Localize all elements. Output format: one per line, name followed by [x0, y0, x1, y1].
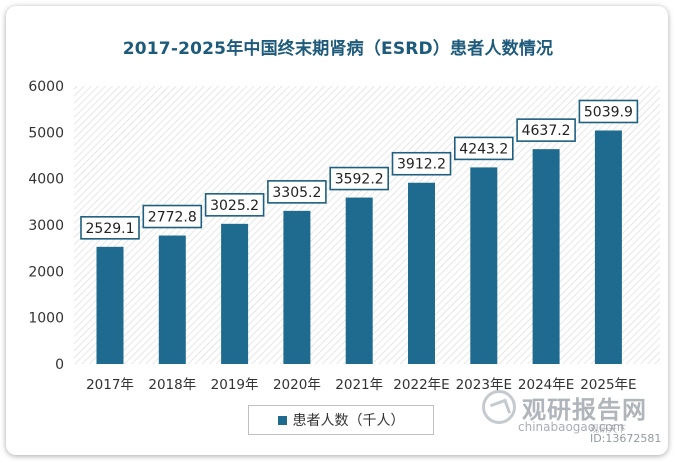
data-label-text: 5039.9: [584, 104, 633, 120]
y-tick-label: 0: [55, 357, 64, 373]
data-label-text: 4243.2: [459, 141, 508, 157]
data-label: 3025.2: [204, 193, 265, 217]
watermark-domain: chinabaogao.com: [518, 420, 625, 434]
watermark-sub: 观研天下: [590, 425, 627, 435]
y-tick-label: 3000: [28, 218, 64, 234]
data-label-text: 3592.2: [335, 172, 384, 188]
x-tick-label: 2020年: [273, 377, 321, 393]
data-label-text: 4637.2: [522, 123, 571, 139]
y-tick-label: 5000: [28, 125, 64, 141]
watermark: 观研报告网 chinabaogao.com 观研天下 ID:13672581: [478, 386, 668, 448]
data-label-text: 3305.2: [272, 185, 321, 201]
x-tick-label: 2021年: [335, 377, 383, 393]
data-label: 4637.2: [516, 118, 576, 142]
legend-swatch: [277, 415, 287, 425]
x-tick-label: 2019年: [211, 377, 259, 393]
x-tick-label: 2018年: [148, 377, 196, 393]
bar: [470, 167, 498, 364]
data-label-box: [391, 151, 452, 176]
y-tick-label: 2000: [28, 264, 64, 280]
watermark-name: 观研报告网: [522, 396, 647, 424]
bar: [532, 149, 560, 364]
x-tick-label: 2022年E: [393, 377, 449, 393]
y-tick-label: 6000: [28, 79, 64, 95]
bar: [283, 210, 311, 364]
data-label-box: [453, 136, 514, 161]
bar: [158, 235, 186, 364]
data-label: 2772.8: [142, 204, 203, 229]
data-label: 3592.2: [329, 166, 390, 191]
bar: [408, 182, 435, 364]
data-label-box: [578, 99, 639, 124]
watermark-id: ID:13672581: [590, 432, 662, 445]
bar: [345, 197, 373, 364]
data-label-box: [142, 204, 203, 229]
data-label-box: [329, 166, 390, 191]
data-label: 5039.9: [578, 99, 639, 124]
data-label-box: [204, 193, 265, 217]
chart-title: 2017-2025年中国终末期肾病（ESRD）患者人数情况: [122, 39, 554, 59]
x-tick-label: 2023年E: [456, 377, 512, 393]
data-label-box: [516, 118, 576, 142]
data-label-text: 2772.8: [148, 210, 197, 226]
data-label: 3305.2: [267, 180, 327, 204]
data-label: 4243.2: [453, 136, 514, 161]
legend: 患者人数（千人）: [248, 405, 434, 435]
data-label-box: [80, 216, 140, 240]
legend-label: 患者人数（千人）: [292, 413, 405, 429]
x-tick-label: 2017年: [86, 377, 134, 393]
bar: [594, 130, 622, 364]
watermark-logo-icon: [482, 390, 516, 424]
bar: [221, 223, 249, 364]
data-label-box: [267, 180, 327, 204]
data-label: 2529.1: [80, 216, 140, 240]
x-tick-label: 2024年E: [518, 377, 574, 393]
data-label-text: 3912.2: [397, 157, 446, 173]
data-label-text: 3025.2: [210, 198, 259, 214]
data-label-text: 2529.1: [86, 221, 135, 237]
x-tick-label: 2025年E: [580, 377, 636, 393]
y-tick-label: 4000: [28, 172, 64, 188]
bar: [96, 246, 124, 364]
y-tick-label: 1000: [28, 311, 64, 327]
data-label: 3912.2: [391, 151, 452, 176]
